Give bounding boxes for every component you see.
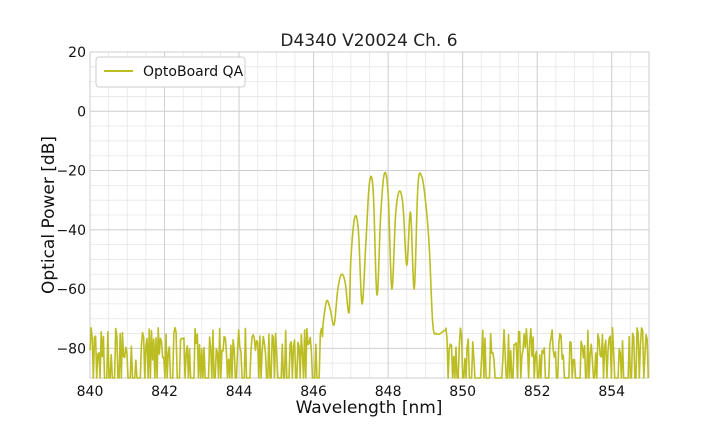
y-tick-label: −80	[56, 341, 86, 357]
legend-box	[95, 56, 246, 88]
x-tick-label: 844	[226, 384, 253, 400]
y-tick-label: −60	[56, 282, 86, 298]
x-tick-label: 840	[77, 384, 104, 400]
x-axis-label: Wavelength [nm]	[296, 398, 443, 418]
series-layer	[89, 171, 650, 379]
legend-label: OptoBoard QA	[143, 64, 244, 80]
x-tick-label: 846	[300, 384, 327, 400]
series-line-optoboard-qa	[89, 171, 650, 379]
x-tick-label: 850	[449, 384, 476, 400]
y-tick-label: −20	[56, 164, 86, 180]
legend: OptoBoard QA	[95, 56, 246, 88]
chart-title: D4340 V20024 Ch. 6	[280, 31, 457, 51]
y-tick-label: 0	[77, 104, 86, 120]
y-axis-label: Optical Power [dB]	[39, 136, 59, 294]
y-tick-label: 20	[68, 45, 86, 61]
grid	[89, 51, 650, 379]
tick-labels: 840 842 844 846 848 850 852 854 20 0 −20 −40 −60 −80	[56, 45, 625, 400]
x-tick-label: 848	[375, 384, 402, 400]
x-tick-label: 842	[151, 384, 178, 400]
plot-frame	[89, 51, 650, 379]
x-tick-label: 852	[524, 384, 551, 400]
y-tick-label: −40	[56, 223, 86, 239]
x-tick-label: 854	[598, 384, 625, 400]
